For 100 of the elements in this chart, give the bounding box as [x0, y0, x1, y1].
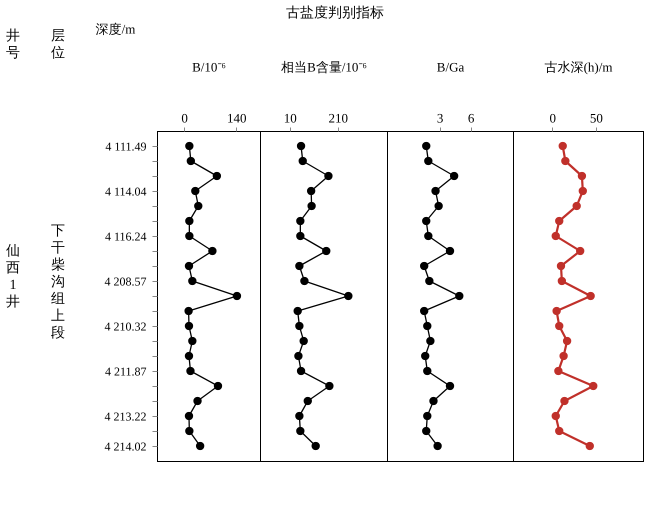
point	[344, 292, 353, 300]
x-tick-label: 10	[284, 110, 297, 126]
point	[312, 442, 320, 450]
point	[558, 276, 566, 286]
point	[558, 142, 567, 150]
point	[555, 426, 564, 436]
point	[184, 352, 194, 360]
x-axis-title: B/10⁻⁶	[192, 60, 226, 74]
point	[196, 442, 204, 450]
point	[422, 216, 430, 226]
point	[426, 336, 435, 346]
point	[455, 292, 464, 300]
point	[422, 426, 430, 436]
point	[560, 396, 569, 406]
point	[188, 336, 197, 346]
point	[185, 426, 194, 436]
point	[184, 262, 194, 270]
point	[433, 442, 442, 450]
point	[554, 366, 563, 376]
point	[420, 262, 428, 270]
point	[295, 322, 304, 330]
point	[185, 142, 194, 150]
point	[306, 186, 316, 196]
text: 井号	[6, 28, 20, 61]
point	[307, 202, 316, 210]
point	[188, 276, 197, 286]
y-tick-label: 4 111.49	[105, 140, 146, 154]
text: 层位	[51, 29, 65, 61]
point	[446, 382, 454, 390]
point	[552, 232, 560, 240]
y-tick-label: 4 213.22	[104, 410, 146, 424]
x-tick-label: 0	[181, 110, 188, 126]
point	[214, 382, 222, 390]
point	[562, 336, 572, 346]
point	[586, 292, 595, 300]
point	[578, 186, 587, 196]
point	[186, 156, 196, 166]
point	[572, 202, 581, 210]
x-axis-title: 相当B含量/10⁻⁶	[281, 60, 367, 74]
point	[208, 246, 217, 256]
y-tick-label: 4 114.04	[104, 184, 146, 198]
point	[296, 232, 305, 240]
y-tick-label: 4 116.24	[104, 230, 146, 244]
point	[555, 322, 564, 330]
x-tick-label: 50	[590, 110, 603, 126]
point	[423, 366, 432, 376]
point	[232, 292, 242, 300]
point	[193, 396, 202, 406]
point	[431, 186, 440, 196]
point	[552, 412, 560, 420]
text: 仙西1井	[6, 243, 20, 310]
point	[184, 322, 194, 330]
point	[422, 142, 430, 150]
point	[294, 352, 303, 360]
point	[300, 336, 308, 346]
point	[322, 246, 330, 256]
point	[184, 306, 193, 316]
text: 下干柴沟组上段	[51, 224, 65, 341]
x-tick-label: 3	[436, 110, 444, 126]
point	[295, 412, 304, 420]
x-tick-label: 6	[468, 110, 475, 126]
point	[296, 216, 305, 226]
x-tick-label: 140	[226, 110, 246, 126]
point	[421, 352, 430, 360]
x-tick-label: 0	[550, 110, 556, 126]
point	[420, 306, 428, 316]
point	[212, 172, 222, 180]
x-axis-title: 古水深(h)/m	[544, 60, 612, 74]
point	[294, 306, 302, 316]
point	[559, 352, 568, 360]
point	[561, 156, 570, 166]
point	[586, 442, 594, 450]
point	[425, 276, 434, 286]
point	[186, 366, 195, 376]
point	[423, 322, 432, 330]
x-axis-title: B/Ga	[436, 60, 464, 74]
point	[325, 382, 334, 390]
point	[576, 246, 584, 256]
point	[296, 142, 306, 150]
point	[296, 366, 306, 376]
point	[304, 396, 312, 406]
text: 古盐度判别指标	[286, 5, 384, 21]
y-tick-label: 4 214.02	[104, 440, 146, 454]
point	[300, 276, 309, 286]
point	[555, 216, 564, 226]
point	[324, 172, 333, 180]
point	[295, 262, 304, 270]
point	[185, 216, 194, 226]
y-tick-label: 4 208.57	[104, 274, 146, 288]
point	[578, 172, 586, 180]
point	[446, 246, 454, 256]
point	[296, 426, 305, 436]
point	[552, 306, 561, 316]
y-tick-label: 4 211.87	[104, 364, 146, 378]
x-tick-label: 210	[328, 110, 348, 126]
point	[429, 396, 438, 406]
point	[434, 202, 443, 210]
point	[424, 232, 432, 240]
point	[556, 262, 566, 270]
y-tick-label: 4 210.32	[104, 320, 146, 334]
